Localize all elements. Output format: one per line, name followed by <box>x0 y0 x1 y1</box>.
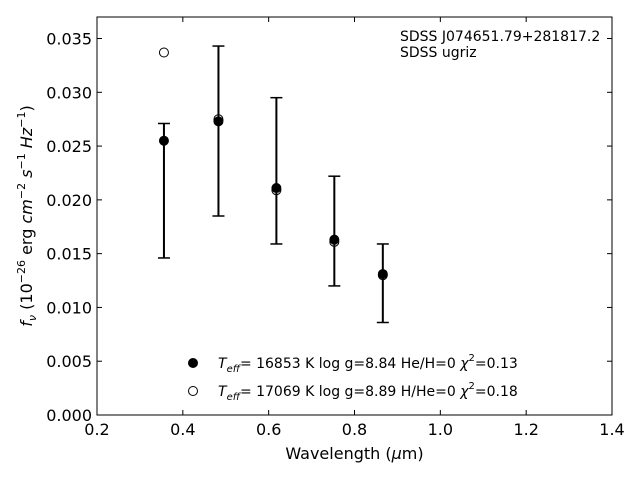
x-tick-label: 1.0 <box>428 420 453 439</box>
legend-label-open: Teff= 17069 K log g=8.89 H/He=0 χ2=0.18 <box>218 381 518 403</box>
y-tick-label: 0.010 <box>46 298 92 317</box>
object-name-annotation: SDSS J074651.79+281817.2 <box>400 29 600 45</box>
legend-marker-open <box>188 386 198 396</box>
x-axis-label: Wavelength (μm) <box>285 444 423 463</box>
x-tick-label: 0.6 <box>256 420 281 439</box>
photometry-annotation: SDSS ugriz <box>400 45 477 61</box>
data-markers <box>158 47 388 281</box>
x-tick-label: 1.4 <box>599 420 624 439</box>
axis-ticks: 0.2 0.4 0.6 0.8 1.0 1.2 1.4 0.000 0.005 0.010 0.01… <box>46 17 625 439</box>
x-tick-label: 0.2 <box>84 420 109 439</box>
data-point-filled <box>271 183 282 194</box>
y-tick-label: 0.005 <box>46 352 92 371</box>
y-tick-label: 0.025 <box>46 137 92 156</box>
data-point-filled <box>329 234 340 245</box>
y-tick-label: 0.035 <box>46 30 92 49</box>
x-tick-label: 0.4 <box>170 420 195 439</box>
data-point-filled <box>213 116 224 127</box>
x-tick-label: 1.2 <box>513 420 538 439</box>
y-axis-label: fν (10−26 erg cm−2 s−1 Hz−1) <box>15 105 39 326</box>
legend-label-filled: Teff= 16853 K log g=8.84 He/H=0 χ2=0.13 <box>218 353 518 375</box>
y-tick-label: 0.000 <box>46 406 92 425</box>
error-bars <box>157 45 389 324</box>
x-tick-label: 0.8 <box>342 420 367 439</box>
data-point-filled <box>158 135 169 146</box>
legend: Teff= 16853 K log g=8.84 He/H=0 χ2=0.13 … <box>188 353 518 403</box>
y-tick-label: 0.030 <box>46 83 92 102</box>
y-tick-label: 0.015 <box>46 245 92 264</box>
legend-marker-filled <box>188 358 198 368</box>
y-tick-label: 0.020 <box>46 191 92 210</box>
data-point-open <box>158 47 169 58</box>
data-point-filled <box>377 269 388 280</box>
